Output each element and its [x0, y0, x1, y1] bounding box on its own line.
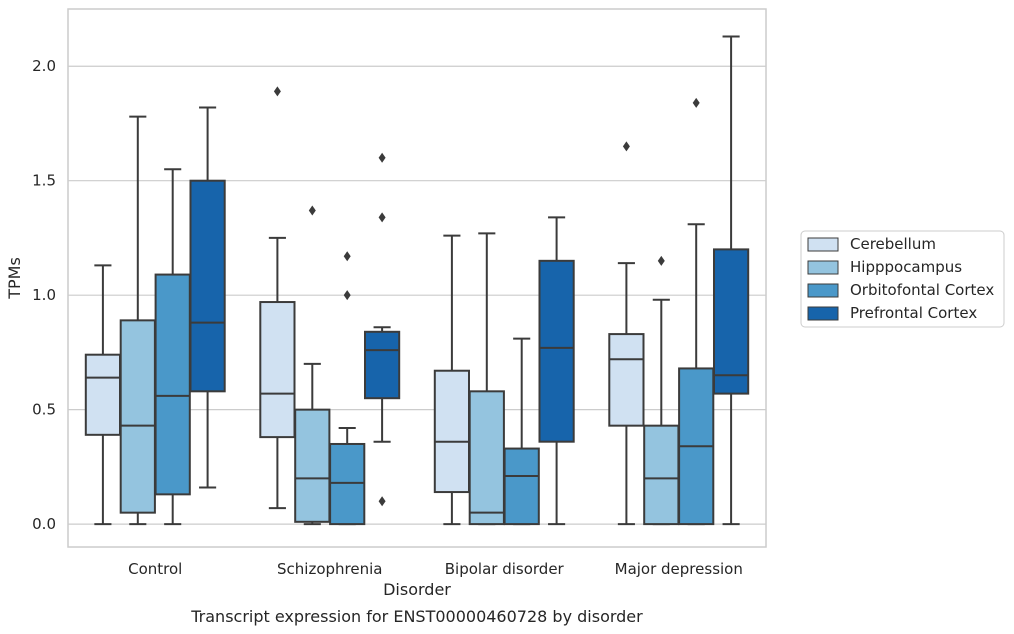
chart-caption: Transcript expression for ENST0000046072… — [190, 607, 643, 626]
box-group — [608, 141, 645, 526]
box — [468, 390, 505, 526]
plot-boxes — [84, 35, 750, 526]
box — [608, 333, 645, 427]
legend-swatch — [807, 306, 839, 321]
outlier-point — [273, 86, 281, 97]
box-group — [294, 205, 331, 526]
box — [294, 408, 331, 523]
box — [84, 353, 122, 436]
legend-swatch — [807, 237, 839, 252]
box-group — [538, 216, 575, 526]
outlier-point — [378, 152, 386, 163]
legend-label: Hipppocampus — [850, 258, 962, 276]
legend-label: Cerebellum — [850, 235, 936, 253]
x-tick-label: Control — [128, 560, 182, 578]
box-group — [189, 106, 226, 489]
box — [643, 424, 680, 526]
box-group — [503, 337, 540, 526]
box-group — [363, 152, 401, 507]
box-group — [329, 251, 366, 526]
x-tick-label: Bipolar disorder — [445, 560, 565, 578]
box-group — [678, 97, 715, 526]
x-tick-label: Major depression — [615, 560, 743, 578]
box — [363, 330, 401, 400]
x-axis-ticks: Control Schizophrenia Bipolar disorder Majo… — [128, 560, 743, 578]
y-tick-label: 0.0 — [32, 515, 56, 533]
y-axis-ticks: 0.0 0.5 1.0 1.5 2.0 — [32, 57, 56, 533]
box-group — [712, 35, 750, 526]
legend: Cerebellum Hipppocampus Orbitofontal Corte… — [800, 230, 1005, 328]
outlier-point — [622, 141, 630, 152]
x-axis-label: Disorder — [383, 580, 451, 599]
box — [259, 301, 296, 439]
box — [154, 273, 191, 496]
box — [712, 248, 750, 395]
x-tick-label: Schizophrenia — [277, 560, 382, 578]
outlier-point — [378, 496, 386, 507]
outlier-point — [343, 290, 351, 301]
y-tick-label: 1.5 — [32, 172, 56, 190]
box — [538, 259, 575, 443]
outlier-point — [378, 212, 386, 223]
legend-label: Orbitofontal Cortex — [850, 281, 994, 299]
outlier-point — [343, 251, 351, 262]
plot-frame — [67, 8, 767, 548]
y-tick-label: 1.0 — [32, 286, 56, 304]
outlier-point — [657, 255, 665, 266]
legend-swatch — [807, 283, 839, 298]
box-group — [84, 264, 122, 526]
y-tick-label: 2.0 — [32, 57, 56, 75]
box-group — [154, 168, 191, 526]
box-group — [119, 115, 156, 526]
box-group — [433, 234, 471, 526]
box — [189, 179, 226, 393]
box-group — [259, 86, 296, 510]
legend-frame — [800, 230, 1005, 328]
outlier-point — [692, 97, 700, 108]
box-group — [468, 232, 505, 526]
box — [503, 447, 540, 526]
box-group — [643, 255, 680, 526]
legend-swatch — [807, 260, 839, 275]
outlier-point — [308, 205, 316, 216]
y-axis-label: TPMs — [5, 257, 24, 300]
box — [119, 319, 156, 514]
legend-label: Prefrontal Cortex — [850, 304, 977, 322]
box — [329, 442, 366, 526]
box — [433, 369, 471, 494]
y-tick-label: 0.5 — [32, 401, 56, 419]
